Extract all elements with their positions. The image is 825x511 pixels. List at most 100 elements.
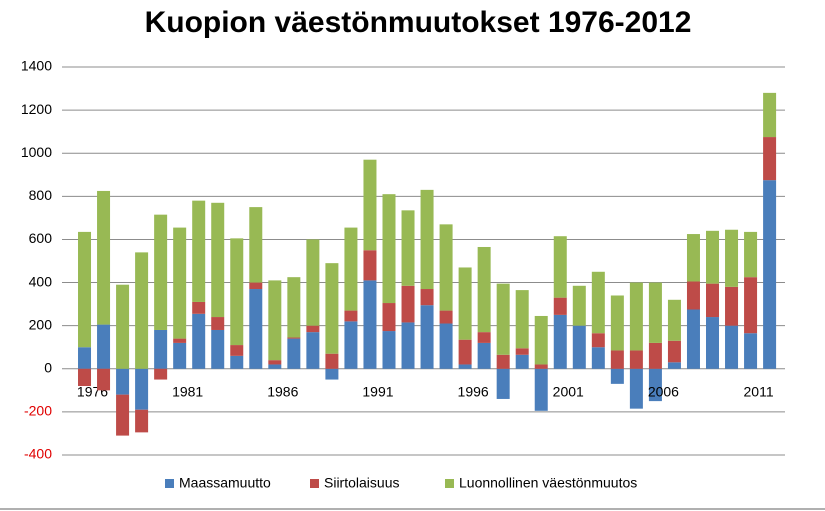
bar-segment bbox=[477, 246, 491, 333]
bar-segment bbox=[420, 189, 434, 290]
legend-swatch bbox=[445, 479, 454, 488]
bar-segment bbox=[363, 159, 377, 251]
bar-segment bbox=[706, 230, 720, 284]
bar-segment bbox=[211, 329, 225, 369]
bar-segment bbox=[706, 317, 720, 369]
y-tick-label: -400 bbox=[24, 446, 52, 462]
bar-segment bbox=[496, 354, 510, 369]
bar-segment bbox=[287, 277, 301, 338]
bar-segment bbox=[306, 325, 320, 333]
bar-segment bbox=[629, 368, 643, 409]
y-tick-label: 200 bbox=[29, 316, 53, 332]
bar-segment bbox=[553, 297, 567, 315]
bar-segment bbox=[553, 314, 567, 369]
y-tick-label: -200 bbox=[24, 403, 52, 419]
bar-segment bbox=[401, 210, 415, 286]
bar-segment bbox=[706, 283, 720, 318]
y-tick-label: 800 bbox=[29, 187, 53, 203]
bar-segment bbox=[135, 368, 149, 410]
bar-segment bbox=[667, 362, 681, 369]
bar-segment bbox=[325, 353, 339, 369]
bar-segment bbox=[458, 339, 472, 365]
bar-segment bbox=[287, 337, 301, 339]
bar-segment bbox=[173, 342, 187, 369]
bar-segment bbox=[744, 277, 758, 334]
bar-segment bbox=[610, 350, 624, 369]
bar-segment bbox=[344, 227, 358, 311]
bar-segment bbox=[515, 290, 529, 349]
bar-segment bbox=[534, 364, 548, 369]
bar-segment bbox=[135, 409, 149, 433]
bar-segment bbox=[763, 92, 777, 138]
bar-segment bbox=[97, 324, 111, 369]
bar-segment bbox=[725, 325, 739, 369]
bar-segment bbox=[116, 284, 130, 369]
bar-segment bbox=[439, 323, 453, 369]
bar-segment bbox=[230, 238, 244, 346]
bar-segment bbox=[363, 280, 377, 369]
bar-segment bbox=[382, 303, 396, 332]
bar-segment bbox=[363, 250, 377, 281]
bar-segment bbox=[249, 207, 263, 283]
bar-segment bbox=[477, 342, 491, 369]
bar-segment bbox=[268, 360, 282, 365]
legend-label: Luonnollinen väestönmuutos bbox=[459, 475, 637, 491]
y-tick-label: 400 bbox=[29, 273, 53, 289]
bar-segment bbox=[268, 280, 282, 361]
x-tick-label: 1981 bbox=[172, 383, 203, 399]
y-tick-label: 600 bbox=[29, 230, 53, 246]
y-tick-label: 1400 bbox=[21, 58, 52, 74]
bar-segment bbox=[230, 345, 244, 356]
bar-segment bbox=[725, 229, 739, 287]
bar-segment bbox=[420, 289, 434, 306]
bar-segment bbox=[78, 347, 92, 369]
bar-segment bbox=[477, 332, 491, 343]
y-tick-label: 0 bbox=[44, 359, 52, 375]
bar-segment bbox=[648, 368, 662, 402]
bar-segment bbox=[534, 368, 548, 411]
x-tick-label: 2006 bbox=[648, 383, 679, 399]
bar-segment bbox=[344, 310, 358, 322]
bar-segment bbox=[534, 315, 548, 365]
bar-segment bbox=[116, 368, 130, 395]
bar-segment bbox=[268, 364, 282, 369]
bar-segment bbox=[97, 368, 111, 391]
x-tick-label: 2011 bbox=[744, 383, 774, 399]
bar-segment bbox=[306, 239, 320, 326]
bar-segment bbox=[325, 263, 339, 354]
bar-segment bbox=[744, 231, 758, 278]
bar-segment bbox=[610, 368, 624, 384]
bar-segment bbox=[230, 355, 244, 369]
bar-segment bbox=[725, 286, 739, 326]
bar-segment bbox=[344, 321, 358, 369]
bar-segment bbox=[325, 368, 339, 380]
bar-segment bbox=[648, 282, 662, 343]
bar-segment bbox=[763, 137, 777, 181]
bar-segment bbox=[591, 333, 605, 348]
bar-segment bbox=[515, 354, 529, 369]
legend-label: Siirtolaisuus bbox=[324, 475, 399, 491]
bar-segment bbox=[496, 368, 510, 399]
bar-segment bbox=[629, 350, 643, 369]
bar-segment bbox=[763, 180, 777, 369]
bar-segment bbox=[458, 267, 472, 340]
bar-segment bbox=[116, 394, 130, 436]
bar-segment bbox=[667, 340, 681, 363]
bar-segment bbox=[154, 368, 168, 380]
bar-segment bbox=[173, 338, 187, 343]
bar-segment bbox=[249, 282, 263, 290]
bar-segment bbox=[173, 227, 187, 339]
bar-segment bbox=[420, 305, 434, 369]
bar-segment bbox=[78, 368, 92, 387]
x-tick-label: 1991 bbox=[362, 383, 393, 399]
bar-segment bbox=[458, 364, 472, 369]
bar-segment bbox=[591, 271, 605, 334]
bar-segment bbox=[306, 332, 320, 369]
y-tick-label: 1200 bbox=[21, 101, 52, 117]
bar-segment bbox=[439, 310, 453, 324]
bar-segment bbox=[629, 282, 643, 351]
x-tick-label: 1986 bbox=[267, 383, 298, 399]
bar-segment bbox=[686, 309, 700, 369]
legend-swatch bbox=[310, 479, 319, 488]
